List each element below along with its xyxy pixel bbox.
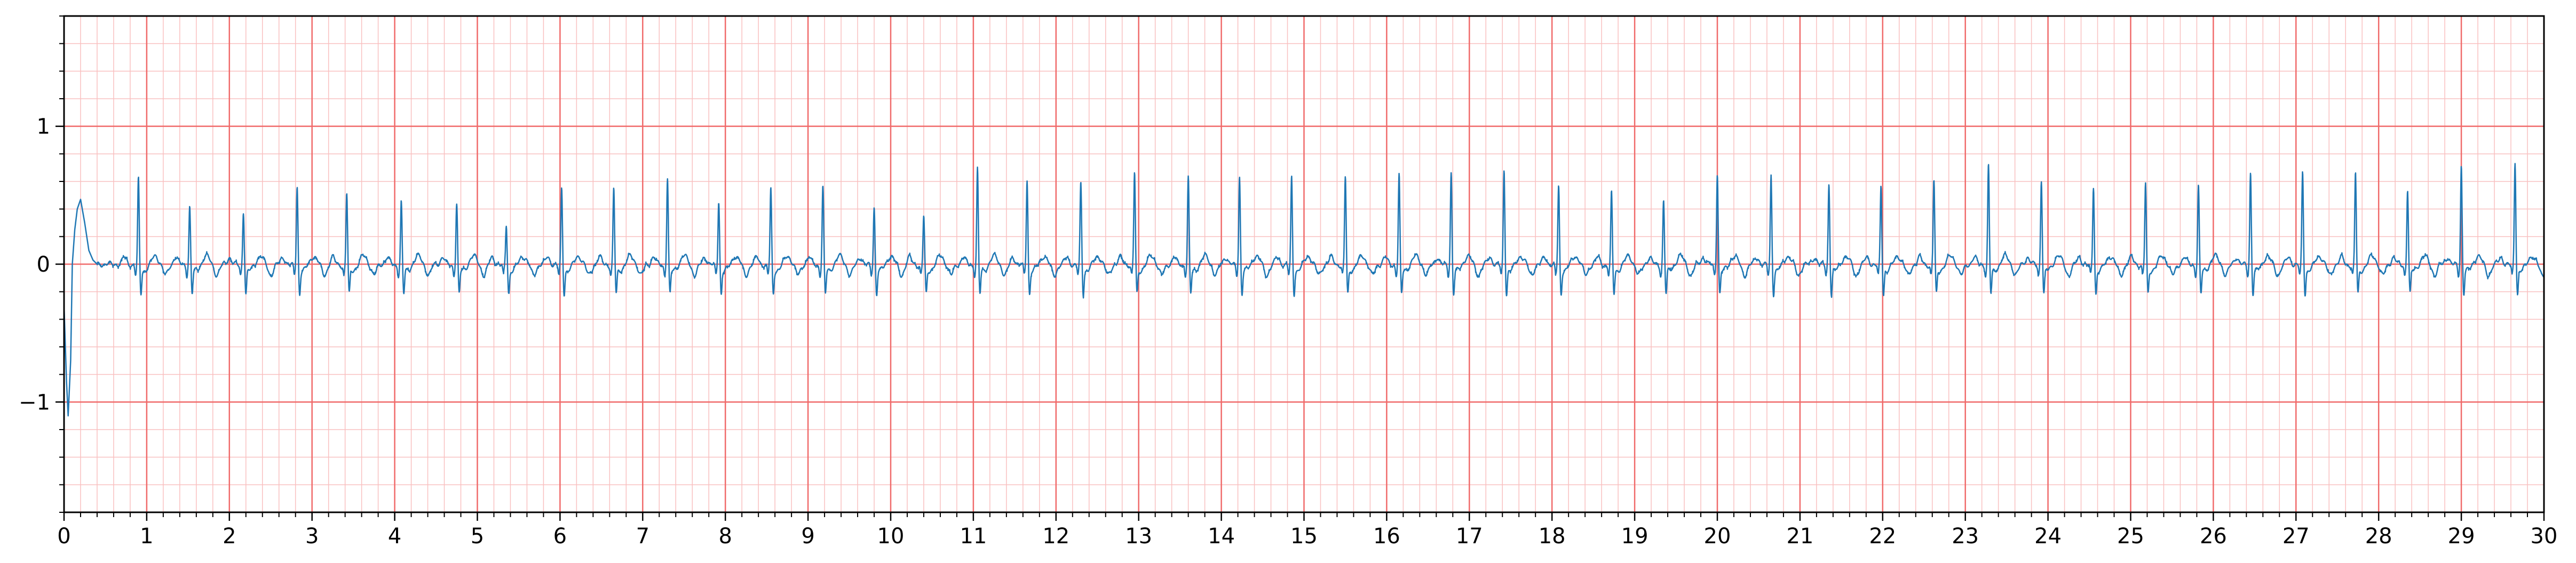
x-tick-label: 21 [1786, 524, 1813, 549]
y-axis: 1 0 −1 [19, 15, 64, 513]
x-tick-label: 14 [1208, 524, 1235, 549]
x-tick-label: 9 [801, 524, 814, 549]
x-tick-label: 17 [1456, 524, 1483, 549]
x-tick-label: 0 [57, 524, 70, 549]
x-tick-label: 28 [2365, 524, 2392, 549]
x-tick-label: 13 [1125, 524, 1152, 549]
x-tick-label: 22 [1869, 524, 1896, 549]
x-tick-label: 6 [553, 524, 567, 549]
x-tick-label: 26 [2200, 524, 2227, 549]
y-tick-label: 0 [37, 252, 50, 277]
x-tick-label: 7 [636, 524, 649, 549]
x-tick-label: 15 [1290, 524, 1318, 549]
ecg-series-line [63, 163, 2545, 417]
x-tick-label: 5 [471, 524, 484, 549]
x-tick-label: 2 [223, 524, 236, 549]
y-tick-label: 1 [37, 115, 50, 139]
x-tick-label: 11 [960, 524, 987, 549]
x-tick-label: 1 [140, 524, 153, 549]
x-tick-label: 24 [2034, 524, 2062, 549]
x-tick-label: 27 [2282, 524, 2310, 549]
x-tick-label: 8 [718, 524, 732, 549]
series-layer [63, 163, 2545, 417]
x-tick-label: 10 [877, 524, 905, 549]
x-tick-label: 19 [1621, 524, 1648, 549]
x-tick-label: 30 [2531, 524, 2558, 549]
x-tick-label: 3 [305, 524, 319, 549]
x-tick-label: 23 [1952, 524, 1979, 549]
x-axis: 0 1 2 3 4 5 6 7 8 9 10 11 12 13 14 15 16 17 18 19 20 21 22 23 24… [57, 512, 2557, 549]
x-tick-label: 18 [1539, 524, 1566, 549]
x-tick-label: 29 [2448, 524, 2475, 549]
y-tick-label: −1 [19, 390, 50, 415]
x-tick-label: 16 [1373, 524, 1400, 549]
x-tick-label: 25 [2117, 524, 2144, 549]
major-grid [63, 16, 2545, 512]
x-tick-label: 4 [388, 524, 401, 549]
x-tick-label: 12 [1042, 524, 1069, 549]
x-tick-label: 20 [1704, 524, 1731, 549]
